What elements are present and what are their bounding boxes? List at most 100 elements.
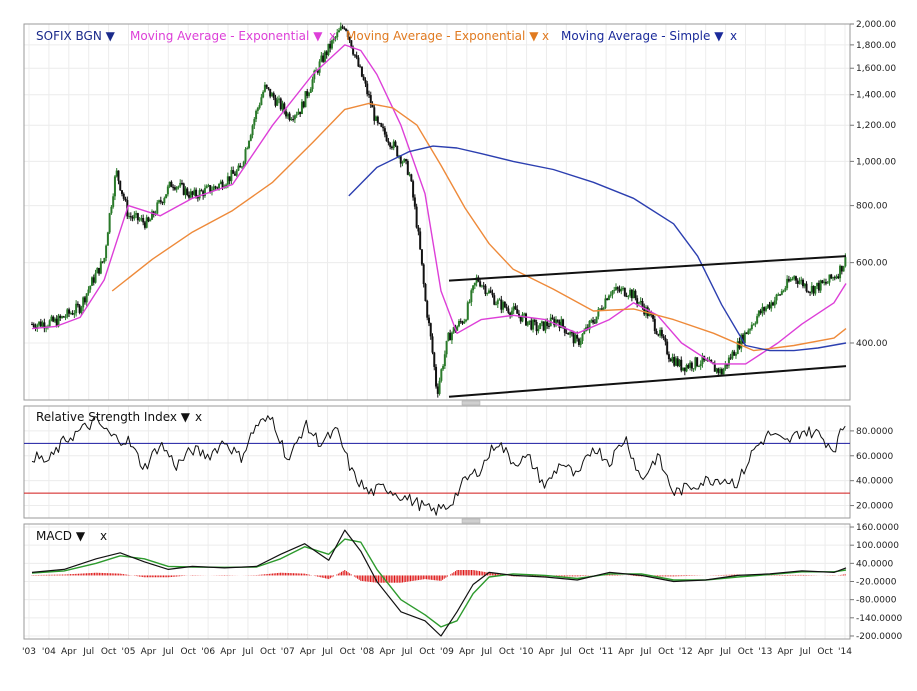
price-candle (336, 32, 339, 38)
legend-sma[interactable]: Moving Average - Simple ▼ (561, 29, 724, 43)
price-candle (614, 287, 617, 290)
price-candle (734, 353, 737, 356)
price-candle (831, 277, 834, 279)
price-candle (519, 315, 522, 322)
price-candle (756, 316, 759, 324)
price-candle (196, 196, 199, 199)
legend-ema-fast[interactable]: Moving Average - Exponential ▼ (130, 29, 323, 43)
price-candle (258, 105, 261, 108)
price-candle (786, 278, 789, 289)
price-candle (456, 326, 459, 331)
price-candle (484, 285, 487, 294)
price-rsi-resize-handle[interactable] (461, 400, 481, 406)
price-candle (373, 107, 376, 121)
price-candle (353, 54, 356, 56)
price-candle (461, 321, 464, 324)
price-candle (207, 185, 210, 187)
price-candle (129, 216, 132, 218)
price-candle (135, 213, 138, 215)
price-candle (722, 369, 725, 375)
price-candle (133, 214, 136, 219)
price-candle (685, 365, 688, 372)
price-candle (634, 290, 637, 299)
price-candle (85, 293, 88, 303)
price-candle (611, 290, 614, 295)
x-tick-label: Jul (82, 647, 94, 657)
price-candle (346, 30, 349, 37)
price-candle (606, 298, 609, 301)
price-candle (182, 183, 185, 195)
x-tick-label: '10 (520, 647, 534, 657)
x-tick-label: Jul (401, 647, 413, 657)
price-candle (701, 355, 704, 365)
price-candle (570, 332, 573, 334)
x-tick-label: '14 (838, 647, 852, 657)
price-candle (396, 145, 399, 157)
price-y-tick-label: 800.00 (856, 202, 888, 212)
price-candle (465, 319, 468, 322)
price-candle (779, 294, 782, 296)
price-candle (745, 332, 748, 334)
price-candle (288, 113, 291, 120)
price-candle (602, 308, 605, 310)
price-candle (487, 290, 490, 294)
price-candle (172, 187, 175, 189)
price-candle (325, 51, 328, 56)
price-candle (438, 380, 441, 394)
rsi-macd-resize-handle[interactable] (461, 518, 481, 524)
price-candle (639, 300, 642, 303)
price-candle (535, 322, 538, 332)
x-tick-label: Jul (560, 647, 572, 657)
x-tick-label: Oct (738, 647, 754, 657)
price-candle (636, 298, 639, 304)
price-candle (655, 331, 658, 335)
x-tick-label: Jul (719, 647, 731, 657)
price-candle (682, 367, 685, 371)
price-candle (509, 312, 512, 316)
price-candle (687, 365, 690, 368)
legend-sma-close[interactable]: x (730, 29, 737, 43)
price-candle (369, 95, 372, 106)
price-candle (733, 351, 736, 356)
price-candle (378, 122, 381, 124)
price-candle (281, 103, 284, 110)
price-candle (576, 334, 579, 339)
price-candle (493, 295, 496, 305)
x-tick-label: Apr (220, 647, 236, 657)
price-candle (620, 288, 623, 292)
price-candle (749, 329, 752, 331)
price-candle (332, 38, 335, 41)
price-candle (436, 386, 439, 394)
legend-rsi-close[interactable]: x (195, 410, 202, 424)
price-candle (729, 357, 732, 359)
legend-ema-slow-close[interactable]: x (542, 29, 549, 43)
legend-macd-close[interactable]: x (100, 529, 107, 543)
price-candle (122, 193, 125, 199)
x-tick-label: Oct (578, 647, 594, 657)
price-candle (766, 304, 769, 308)
price-candle (382, 126, 385, 129)
price-candle (179, 182, 182, 187)
x-tick-label: Jul (799, 647, 811, 657)
legend-macd[interactable]: MACD ▼ (36, 529, 86, 543)
price-candle (297, 111, 300, 115)
price-candle (798, 281, 801, 284)
price-candle (743, 332, 746, 344)
price-candle (198, 190, 201, 199)
legend-ema-slow[interactable]: Moving Average - Exponential ▼ (346, 29, 539, 43)
legend-rsi[interactable]: Relative Strength Index ▼ (36, 410, 191, 424)
price-candle (579, 340, 582, 345)
price-candle (814, 286, 817, 294)
price-candle (420, 249, 423, 265)
price-candle (782, 290, 785, 292)
legend-ema-fast-close[interactable]: x (329, 29, 336, 43)
price-candle (216, 187, 219, 189)
price-candle (491, 292, 494, 296)
price-candle (330, 40, 333, 49)
price-candle (424, 284, 427, 301)
price-candle (473, 282, 476, 286)
price-candle (750, 324, 753, 330)
legend-sofix[interactable]: SOFIX BGN ▼ (36, 29, 116, 43)
price-candle (39, 321, 42, 327)
